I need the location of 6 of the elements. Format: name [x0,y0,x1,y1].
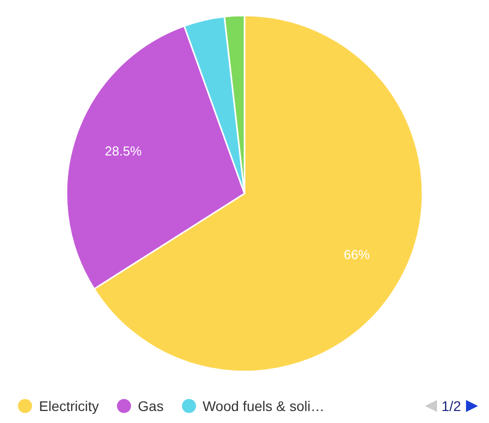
legend-label: Gas [138,398,164,414]
data-label: 28.5% [104,144,142,159]
legend-label: Wood fuels & soli… [202,398,324,414]
data-label: 66% [344,246,370,262]
text: 1/2 [442,398,461,414]
legend-label: Electricity [39,398,99,414]
